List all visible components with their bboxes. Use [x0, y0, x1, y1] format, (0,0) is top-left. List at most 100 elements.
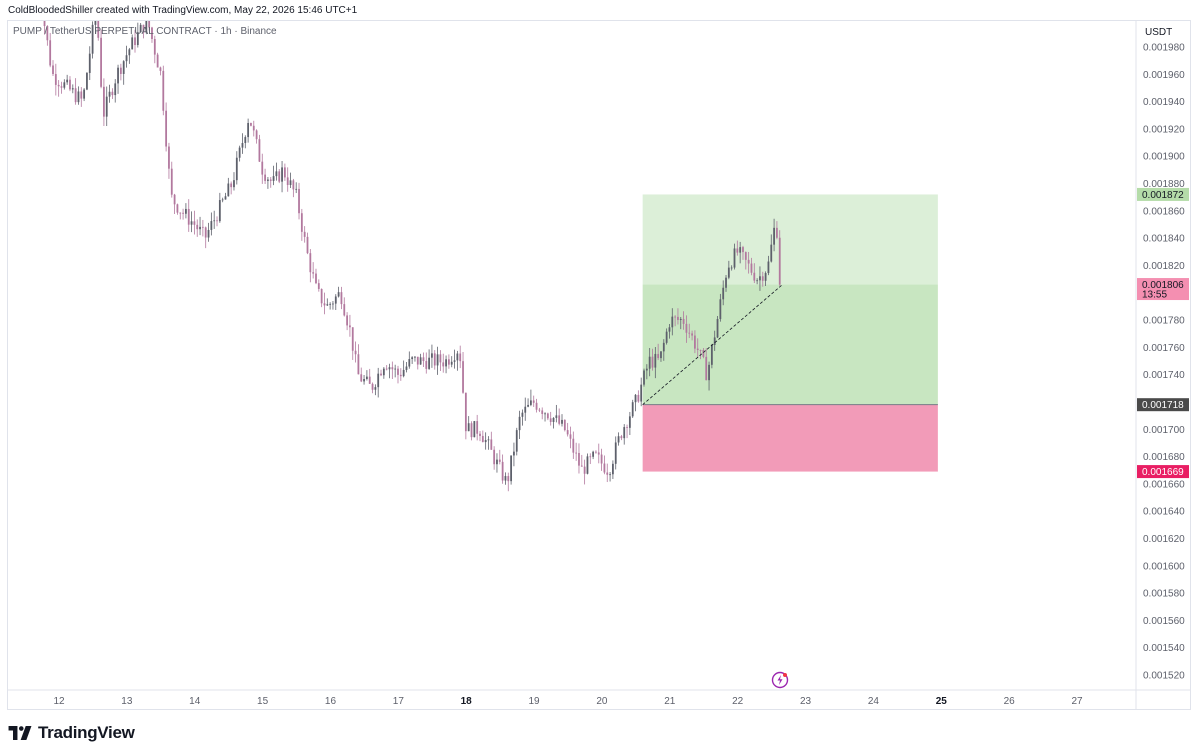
candle	[77, 86, 80, 105]
candle	[83, 88, 86, 102]
candle	[238, 145, 241, 162]
candle	[69, 76, 71, 92]
time-tick-label: 15	[257, 696, 269, 707]
candle	[555, 404, 558, 423]
price-tick-label: 0.001900	[1143, 152, 1185, 163]
position-zones[interactable]	[642, 194, 938, 472]
time-tick-label: 14	[189, 696, 201, 707]
time-tick-label: 13	[121, 696, 133, 707]
price-tick-label: 0.001740	[1143, 370, 1185, 381]
currency-label[interactable]: USDT	[1145, 27, 1173, 38]
candle	[419, 353, 422, 365]
candle	[108, 84, 111, 103]
price-tick-label: 0.001580	[1143, 589, 1185, 600]
candle	[241, 133, 244, 154]
candle	[682, 311, 685, 330]
candle	[487, 436, 490, 450]
candle	[86, 71, 88, 91]
candle	[716, 315, 719, 338]
svg-text:13:55: 13:55	[1142, 290, 1167, 301]
price-tick-label: 0.001820	[1143, 261, 1185, 272]
candle	[747, 251, 750, 274]
candle	[139, 22, 142, 33]
candle	[411, 356, 414, 364]
candle	[80, 87, 83, 107]
lightning-icon[interactable]	[771, 671, 789, 689]
candle	[467, 416, 470, 432]
candle	[159, 66, 162, 76]
candle	[425, 352, 428, 374]
trend-line-layer[interactable]	[642, 284, 783, 405]
candle	[507, 472, 510, 492]
brand-logo[interactable]: TradingView	[8, 722, 135, 744]
candle	[168, 142, 170, 179]
candle	[677, 308, 679, 325]
candle	[476, 414, 479, 441]
candle	[173, 193, 176, 214]
price-tick-label: 0.001980	[1143, 43, 1185, 54]
candle	[541, 407, 544, 420]
candle	[300, 208, 303, 241]
credit-line: ColdBloodedShiller created with TradingV…	[8, 5, 358, 16]
candle	[298, 182, 300, 220]
candle	[730, 265, 733, 271]
candle	[182, 208, 184, 220]
candle	[739, 241, 742, 264]
time-tick-label: 26	[1004, 696, 1016, 707]
candle	[269, 177, 272, 188]
price-tick-label: 0.001860	[1143, 206, 1185, 217]
candle	[204, 226, 207, 249]
candle	[479, 430, 481, 442]
candle	[773, 218, 775, 252]
candle	[233, 172, 235, 191]
price-axis[interactable]: 0.001520 0.001540 0.001560 0.001580 0.001600…	[1143, 43, 1185, 682]
profit-zone[interactable]	[642, 284, 938, 405]
candle	[586, 453, 589, 475]
candle	[662, 339, 665, 361]
time-tick-label: 12	[53, 696, 65, 707]
candle	[685, 315, 688, 343]
candle	[643, 368, 645, 387]
candle	[606, 463, 609, 483]
candle	[561, 414, 563, 427]
candle	[510, 455, 513, 485]
price-tick-label: 0.001660	[1143, 479, 1185, 490]
candle	[326, 298, 329, 306]
candle	[230, 181, 233, 195]
candle	[148, 21, 151, 31]
candle	[201, 219, 204, 237]
candle	[258, 134, 261, 163]
time-axis[interactable]: 12 13 14 15 16 17 18 19 20 21 22 23 24 25 26 27	[53, 696, 1083, 707]
candle	[363, 374, 365, 385]
time-tick-label: 20	[596, 696, 608, 707]
candle	[770, 234, 773, 263]
candle	[713, 330, 716, 351]
profit-zone-upper[interactable]	[642, 194, 938, 285]
candle	[162, 65, 165, 116]
candle	[57, 80, 60, 97]
candle	[94, 21, 97, 35]
candle	[105, 86, 108, 127]
price-tick-label: 0.001600	[1143, 561, 1185, 572]
candle	[549, 411, 552, 426]
price-tick-label: 0.001780	[1143, 316, 1185, 327]
candle	[151, 26, 153, 43]
candle	[660, 351, 662, 362]
candle	[462, 351, 464, 394]
trend-line[interactable]	[642, 284, 783, 405]
candle	[628, 411, 631, 436]
candle	[346, 312, 348, 331]
candle	[179, 212, 182, 220]
candle	[88, 46, 91, 81]
candle	[351, 327, 354, 360]
candle	[498, 449, 501, 465]
time-tick-label: 19	[529, 696, 541, 707]
candle	[764, 271, 767, 286]
candle	[46, 25, 49, 46]
candle	[187, 199, 190, 232]
loss-zone[interactable]	[642, 404, 938, 472]
candle	[340, 286, 343, 310]
